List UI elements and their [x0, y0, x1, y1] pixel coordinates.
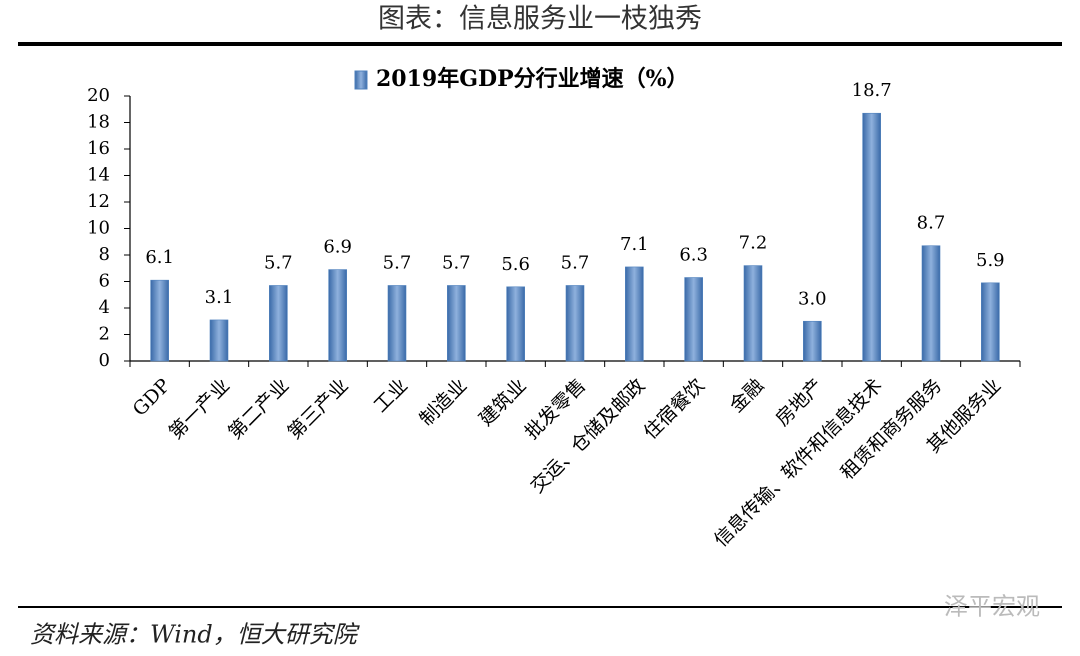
- x-tick-label: 工业: [370, 375, 412, 417]
- x-tick-label: 建筑业: [475, 375, 531, 431]
- bar: [921, 245, 941, 362]
- bar: [684, 277, 703, 362]
- value-label: 5.6: [501, 254, 530, 275]
- value-label: 3.1: [205, 287, 234, 308]
- y-tick-label: 10: [87, 218, 110, 239]
- value-label: 5.7: [383, 252, 412, 273]
- value-label: 5.7: [264, 252, 293, 273]
- value-label: 3.0: [798, 288, 827, 309]
- x-tick-label: 金融: [726, 375, 768, 417]
- y-tick-label: 6: [99, 271, 110, 292]
- watermark: 泽平宏观: [944, 593, 1040, 621]
- bar: [209, 319, 229, 362]
- bar: [150, 279, 169, 362]
- bar: [981, 282, 1000, 362]
- bar: [862, 112, 881, 362]
- x-tick-label: 租赁和商务服务: [836, 375, 946, 485]
- bar: [565, 285, 585, 362]
- x-tick-label: 房地产: [772, 375, 828, 431]
- bar: [803, 320, 822, 362]
- bar: [743, 265, 763, 362]
- y-tick-label: 0: [99, 350, 110, 371]
- x-tick-label: 第一产业: [165, 375, 234, 444]
- y-tick-label: 2: [99, 324, 110, 345]
- value-label: 5.9: [976, 250, 1005, 271]
- legend-label: 2019年GDP分行业增速（%）: [376, 66, 689, 92]
- bar: [387, 285, 407, 362]
- x-tick-label: 第二产业: [224, 375, 293, 444]
- bar: [506, 286, 525, 362]
- x-tick-label: 第三产业: [283, 375, 352, 444]
- x-tick-label: 住宿餐饮: [639, 375, 708, 444]
- x-tick-label: 交运、仓储及邮政: [526, 375, 649, 498]
- value-label: 8.7: [917, 213, 946, 234]
- value-label: 7.2: [739, 233, 768, 254]
- plot: 0 2 4 6 8 10 12 14 16 18 20 2019年GDP分行业增速（%） GDP 6.1 第…: [87, 66, 1021, 551]
- bar: [269, 285, 288, 362]
- value-label: 6.3: [679, 245, 708, 266]
- y-tick-label: 12: [87, 191, 110, 212]
- bar: [328, 269, 347, 362]
- value-label: 6.9: [323, 237, 352, 258]
- y-tick-label: 20: [87, 85, 110, 106]
- y-tick-label: 14: [87, 165, 110, 186]
- x-tick-label: GDP: [129, 374, 175, 420]
- bar: [447, 285, 466, 362]
- value-label: 6.1: [145, 247, 174, 268]
- value-label: 5.7: [442, 252, 471, 273]
- value-label: 7.1: [620, 234, 649, 255]
- y-tick-label: 16: [87, 138, 110, 159]
- report-title: 图表：信息服务业一枝独秀: [378, 4, 702, 35]
- bar: [625, 266, 644, 362]
- source-note: 资料来源：Wind，恒大研究院: [30, 621, 361, 649]
- y-tick-label: 4: [99, 297, 110, 318]
- legend-swatch: [354, 70, 368, 90]
- value-label: 18.7: [852, 80, 892, 101]
- y-tick-label: 8: [99, 244, 110, 265]
- y-tick-label: 18: [87, 112, 110, 133]
- value-label: 5.7: [561, 252, 590, 273]
- x-tick-label: 制造业: [416, 375, 472, 431]
